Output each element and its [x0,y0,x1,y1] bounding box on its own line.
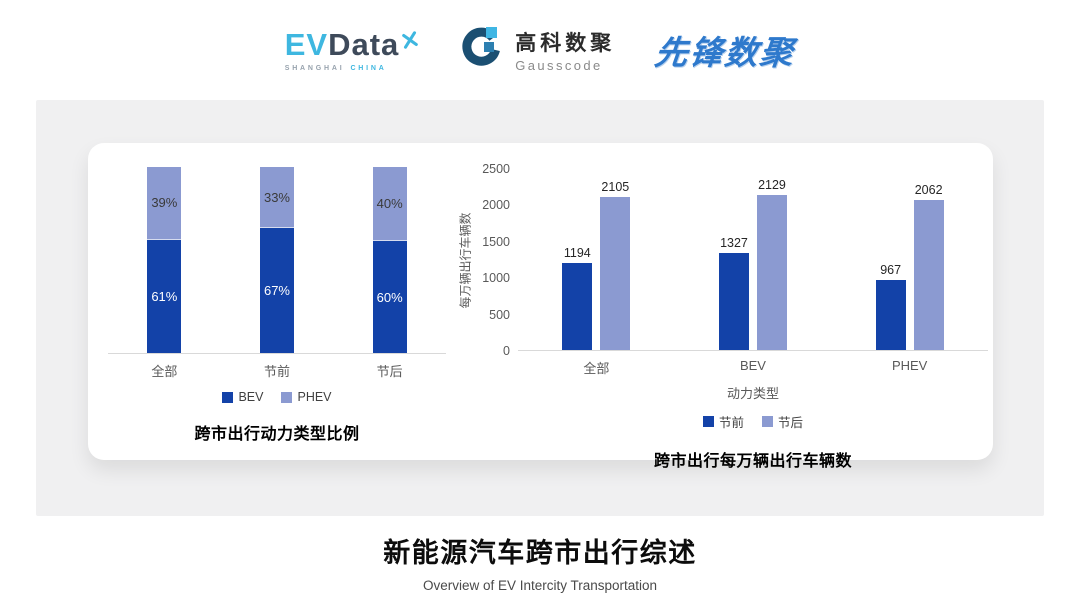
y-axis-label-text: 每万辆出行车辆数 [458,211,473,309]
bar-value-label: 1327 [720,236,748,251]
grouped-chart-title: 跨市出行每万辆出行车辆数 [653,453,852,470]
bar-value-label: 39% [151,195,178,211]
stacked-bar: 39% 61% [147,167,182,353]
grouped-legend: 节前 节后 [518,412,988,431]
bar-节后 [600,196,631,350]
bar-value-label: 967 [880,262,902,277]
logo-bar: EV Data SHANGHAI CHINA 高科数聚 Gausscode [0,0,1080,100]
gausscode-en-text: Gausscode [515,58,603,73]
y-ticks-gutter: 0 500 1000 1500 2000 2500 [474,162,518,358]
bar-segment-bev: 61% [147,239,182,353]
bar-节前 [562,263,593,350]
category-label: 全部 [583,361,610,376]
legend-swatch [222,391,234,403]
y-tick-label: 2000 [482,198,510,213]
legend-label: PHEV [297,390,332,404]
footer: 新能源汽车跨市出行综述 Overview of EV Intercity Tra… [0,531,1080,593]
bar-segment-bev: 60% [372,241,407,353]
bar-with-label: 1327 [718,236,749,350]
y-tick-label: 2500 [482,162,510,176]
legend-swatch [762,416,773,427]
gausscode-text-block: 高科数聚 Gausscode [515,27,615,73]
bar-value-label: 2105 [601,179,630,194]
legend-swatch [281,391,293,403]
stacked-x-axis-line [108,353,446,354]
pinwheel-icon [401,23,419,54]
bar-group: 1194 2105 [551,180,641,350]
bar-value-label: 40% [376,196,403,212]
bar-value-label: 2129 [758,178,786,193]
bar-group: 1327 2129 [708,178,798,350]
stacked-chart: 39% 61% 33% 67% 40% 60% 全部 节前 节后 BEV PHEV 跨市出行动力… [108,167,446,444]
stacked-chart-title: 跨市出行动力类型比例 [194,426,360,443]
grouped-chart: 每万辆出行车辆数 0 500 1000 1500 2000 2500 1194 2105 13… [456,162,988,471]
y-axis-label: 每万辆出行车辆数 [456,169,474,351]
legend-label: BEV [238,390,264,404]
bar-segment-phev: 39% [147,167,182,240]
bar-with-label: 2105 [600,179,631,350]
y-tick-label: 1000 [482,271,510,286]
bar-segment-phev: 40% [372,167,407,242]
x-axis-label: 动力类型 [726,386,779,401]
evdata-wordmark: EV Data [285,29,420,60]
legend-item: PHEV [281,390,332,404]
stacked-cats-row: 全部 节前 节后 [108,361,446,380]
y-tick-label: 1500 [482,234,510,249]
evdata-subtitle: SHANGHAI CHINA [285,65,387,72]
category-label: BEV [739,358,766,373]
bar-with-label: 1194 [562,246,593,350]
category-label: 节后 [376,364,403,379]
bar-value-label: 2062 [914,182,943,197]
evdata-ev-text: EV [284,26,329,62]
grouped-cats-row: 全部 BEV PHEV [518,358,988,377]
bar-节前 [718,253,749,350]
bar-节后 [913,199,944,350]
bar-节前 [875,279,906,350]
stacked-bar: 33% 67% [259,167,294,353]
evdata-logo: EV Data SHANGHAI CHINA [285,29,420,72]
y-tick-label: 500 [489,307,510,322]
evdata-china-text: CHINA [350,64,387,72]
grouped-plot-area: 每万辆出行车辆数 0 500 1000 1500 2000 2500 1194 2105 13… [456,162,988,358]
category-label: PHEV [891,358,928,373]
stacked-legend: BEV PHEV [108,390,446,404]
charts-panel: 39% 61% 33% 67% 40% 60% 全部 节前 节后 BEV PHEV 跨市出行动力… [88,143,993,470]
pioneer-logo: 先锋数聚 [653,34,797,71]
bar-value-label: 61% [151,288,178,304]
stacked-bar: 40% 60% [372,167,407,353]
evdata-data-text: Data [328,26,400,62]
grouped-plot: 1194 2105 1327 2129 967 2062 [518,169,988,351]
bar-with-label: 2129 [756,178,787,350]
category-label: 节前 [263,364,290,379]
gausscode-cn-text: 高科数聚 [515,32,616,55]
bar-with-label: 2062 [913,182,944,350]
legend-item: 节前 [702,412,744,431]
legend-item: 节后 [762,412,803,431]
bar-value-label: 67% [263,283,290,299]
y-tick-label: 0 [503,344,510,358]
stacked-bars-row: 39% 61% 33% 67% 40% 60% [108,167,446,353]
category-label: 全部 [151,364,178,379]
legend-label: 节前 [718,416,744,430]
gausscode-g-icon [459,25,505,76]
bar-with-label: 967 [875,262,906,350]
page-subtitle: Overview of EV Intercity Transportation [422,578,658,593]
bar-节后 [756,195,787,350]
gausscode-logo: 高科数聚 Gausscode [459,25,615,76]
page-title: 新能源汽车跨市出行综述 [383,538,697,568]
legend-swatch [702,416,714,427]
legend-item: BEV [222,390,263,404]
bar-value-label: 33% [263,189,290,205]
bar-segment-phev: 33% [259,167,294,229]
bar-value-label: 1194 [563,246,591,261]
bar-segment-bev: 67% [259,228,294,353]
legend-label: 节后 [778,416,804,430]
evdata-shanghai-text: SHANGHAI [284,64,345,72]
bar-value-label: 60% [376,289,403,305]
report-card: 39% 61% 33% 67% 40% 60% 全部 节前 节后 BEV PHEV 跨市出行动力… [36,100,1044,516]
bar-group: 967 2062 [865,183,955,350]
